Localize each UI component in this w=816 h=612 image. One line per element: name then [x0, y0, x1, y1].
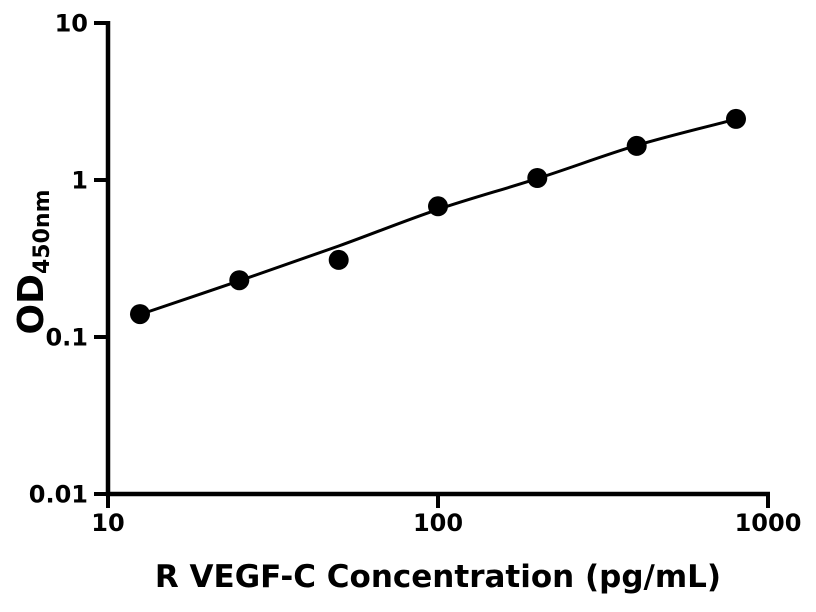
- y-tick-label: 0.1: [45, 324, 88, 352]
- y-tick-label: 10: [55, 10, 88, 38]
- y-axis-title: OD450nm: [11, 189, 55, 335]
- x-tick-label: 1000: [735, 509, 802, 537]
- y-axis-title-subscript: 450nm: [30, 189, 55, 275]
- data-point: [428, 196, 448, 217]
- fit-line: [139, 117, 737, 316]
- data-point: [229, 270, 250, 291]
- data-point: [726, 108, 746, 129]
- y-axis-title-main: OD: [11, 274, 52, 335]
- data-point: [626, 135, 647, 156]
- x-tick-label: 10: [91, 509, 124, 537]
- data-point: [328, 249, 349, 270]
- axis-spines: [105, 21, 770, 497]
- data-point: [527, 168, 548, 188]
- y-tick-label: 1: [71, 167, 88, 195]
- x-axis-title: R VEGF-C Concentration (pg/mL): [154, 559, 722, 595]
- data-point: [130, 304, 150, 325]
- x-tick-label: 100: [413, 509, 463, 537]
- y-tick-label: 0.01: [29, 481, 88, 509]
